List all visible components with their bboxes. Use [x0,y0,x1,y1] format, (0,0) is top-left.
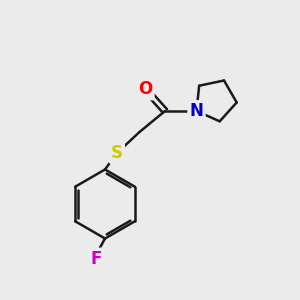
Text: S: S [111,144,123,162]
Text: O: O [138,80,153,98]
Text: N: N [190,102,203,120]
Text: F: F [90,250,102,268]
Text: N: N [190,102,203,120]
